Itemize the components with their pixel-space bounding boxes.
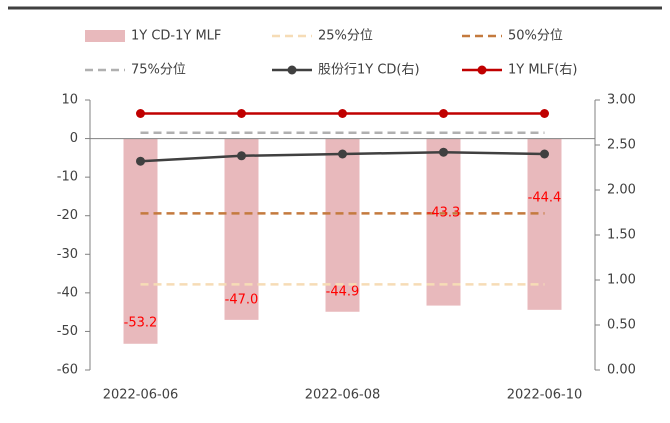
line-point xyxy=(237,109,246,118)
bar xyxy=(426,138,461,306)
y2-tick-label: 2.00 xyxy=(607,183,636,198)
bar xyxy=(325,138,360,312)
x-tick-label: 2022-06-06 xyxy=(103,388,179,403)
legend-swatch xyxy=(477,65,487,75)
y-tick-label: -10 xyxy=(57,170,78,185)
legend-swatch xyxy=(85,30,125,42)
y-tick-label: -50 xyxy=(57,324,78,339)
x-tick-label: 2022-06-10 xyxy=(507,388,583,403)
legend-label: 股份行1Y CD(右) xyxy=(318,63,420,78)
bar xyxy=(527,138,562,310)
legend-swatch xyxy=(287,65,297,75)
legend-label: 25%分位 xyxy=(318,29,373,44)
y2-tick-label: 0.50 xyxy=(607,318,636,333)
line-point xyxy=(237,151,246,161)
y-tick-label: -30 xyxy=(57,247,78,262)
y2-tick-label: 1.00 xyxy=(607,273,636,288)
data-label: -43.3 xyxy=(427,206,461,221)
bar xyxy=(123,138,158,344)
bar xyxy=(224,138,259,320)
data-label: -53.2 xyxy=(124,316,158,331)
y-tick-label: -40 xyxy=(57,285,78,300)
legend-label: 1Y MLF(右) xyxy=(508,63,577,78)
line-point xyxy=(439,147,448,157)
y2-tick-label: 2.50 xyxy=(607,138,636,153)
y2-tick-label: 1.50 xyxy=(607,228,636,243)
legend-label: 1Y CD-1Y MLF xyxy=(131,29,221,44)
y2-tick-label: 0.00 xyxy=(607,363,636,378)
line-point xyxy=(540,109,549,118)
data-label: -44.9 xyxy=(326,285,360,300)
y-tick-label: -20 xyxy=(57,208,78,223)
y2-tick-label: 3.00 xyxy=(607,93,636,108)
data-label: -44.4 xyxy=(528,191,562,206)
line-point xyxy=(540,149,549,159)
data-label: -47.0 xyxy=(225,293,259,308)
line-point xyxy=(136,109,145,118)
line-point xyxy=(338,149,347,159)
legend-label: 50%分位 xyxy=(508,29,563,44)
line-point xyxy=(136,156,145,166)
x-tick-label: 2022-06-08 xyxy=(305,388,381,403)
line-point xyxy=(439,109,448,118)
y-tick-label: 0 xyxy=(70,131,78,146)
y-tick-label: 10 xyxy=(61,93,78,108)
line-point xyxy=(338,109,347,118)
y-tick-label: -60 xyxy=(57,363,78,378)
legend-label: 75%分位 xyxy=(131,63,186,78)
